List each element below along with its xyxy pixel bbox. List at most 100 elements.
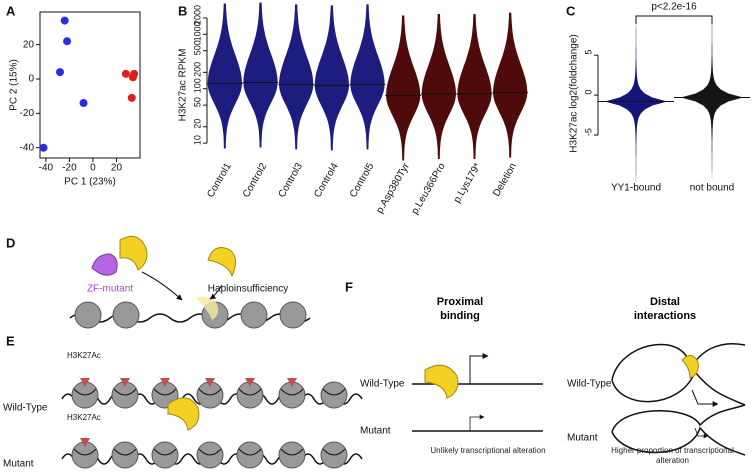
y-axis-label: H3K27ac RPKM — [178, 49, 189, 122]
panel-label: E — [6, 333, 15, 348]
diagram-label: H3K27Ac — [67, 413, 101, 422]
diagram-label: Haploinsufficiency — [208, 284, 288, 295]
tss-arrow — [694, 427, 709, 439]
point — [39, 143, 48, 152]
column-note: Higher proportion of transcriptional alt… — [611, 446, 734, 466]
x-tick-label: p.Asp380Tyr — [374, 161, 412, 216]
x-tick-label: 0 — [90, 163, 96, 174]
diagram-label: H3K27Ac — [67, 351, 101, 360]
dna-loop — [611, 404, 746, 456]
yy1-protein — [207, 247, 236, 278]
dna — [69, 313, 311, 323]
tss-arrow — [691, 389, 719, 407]
diagram-label: Wild-Type — [3, 403, 48, 414]
column-note: Unlikely transcriptional alteration — [430, 446, 546, 455]
y-tick-label: -20 — [20, 108, 35, 119]
x-tick-label: p.Lys179* — [452, 161, 484, 205]
x-tick-label: Control1 — [205, 161, 234, 200]
tss-arrow — [469, 353, 489, 384]
acetyl-mark — [160, 378, 170, 387]
x-tick-label: YY1-bound — [611, 183, 661, 194]
diagram-label: Wild-Type — [567, 379, 612, 390]
y-tick-label: -40 — [20, 142, 35, 153]
violin — [279, 4, 314, 150]
acetyl-mark — [80, 438, 90, 447]
acetyl-mark — [80, 378, 90, 387]
acetyl-mark — [287, 378, 297, 387]
dna-wrap — [73, 388, 97, 396]
y-axis-label: H3K27ac log2(foldchange) — [569, 34, 580, 152]
violin — [421, 14, 456, 159]
panel-label: A — [6, 3, 16, 18]
y-tick-label: 10 — [192, 135, 202, 145]
violin — [457, 14, 492, 159]
y-tick-label: 5 — [583, 50, 593, 55]
dna-wrap — [113, 388, 137, 396]
dna-wrap — [198, 448, 222, 456]
x-tick-label: p.Leu366Pro — [410, 161, 448, 216]
y-tick-label: 1000 — [192, 21, 202, 41]
dna-wrap — [322, 448, 346, 456]
panel-e: E H3K27Ac Wild-Type H3K27Ac Mutant — [3, 333, 363, 470]
dna-wrap — [280, 388, 304, 396]
x-axis-label: PC 1 (23%) — [64, 177, 116, 188]
x-tick-label: Control5 — [348, 161, 377, 200]
y-tick-label: -5 — [583, 128, 593, 136]
violin — [243, 2, 278, 148]
x-tick-label: -40 — [39, 163, 54, 174]
y-tick-label: 20 — [192, 119, 202, 129]
point — [60, 16, 69, 25]
point — [79, 99, 88, 108]
x-tick-label: Control2 — [241, 161, 270, 200]
arrow — [209, 284, 223, 300]
violin — [386, 15, 421, 161]
dna-wrap — [73, 448, 97, 456]
column-title: Proximal binding — [436, 296, 484, 322]
panel-label: F — [345, 279, 353, 294]
point — [56, 68, 64, 77]
y-tick-label: 20 — [23, 39, 35, 50]
dna-wrap — [198, 388, 222, 396]
point — [127, 93, 136, 102]
y-tick-label: 0 — [583, 90, 593, 95]
yy1-protein — [167, 397, 200, 431]
dna-wrap — [238, 448, 262, 456]
x-tick-label: Control4 — [312, 161, 341, 200]
panel-label: B — [178, 3, 187, 18]
violin — [314, 5, 349, 151]
column-title: Distal interactions — [633, 296, 697, 322]
diagram-label: Mutant — [567, 433, 598, 444]
nucleosomes — [74, 301, 307, 329]
y-tick-label: 500 — [192, 40, 202, 55]
x-tick-label: not bound — [690, 183, 735, 194]
acetyl-mark — [120, 378, 130, 387]
arrow — [141, 271, 183, 301]
dna-wrap — [322, 388, 346, 396]
dna-loop — [611, 343, 746, 406]
panel-label: D — [6, 235, 15, 250]
panel-f: F Wild-Type Mutant Wild-Type Mutant — [345, 279, 746, 456]
violin — [493, 12, 528, 158]
bracket — [635, 15, 713, 24]
diagram-label: ZF-mutant — [87, 284, 133, 295]
annotation: p<2.2e-16 — [651, 2, 697, 13]
dna-wrap — [153, 448, 177, 456]
nucleosome-rows — [61, 378, 363, 469]
diagram-label: Mutant — [3, 459, 34, 470]
charts: A -40 -20 0 20 -40 -20 0 20 PC 1 (23%) PC 2 (15%) B… — [6, 2, 750, 216]
y-tick-label: 0 — [28, 74, 34, 85]
diagram-label: Wild-Type — [360, 379, 405, 390]
plot-frame — [39, 11, 141, 159]
yy1-faded — [196, 296, 219, 320]
y-tick-label: 100 — [192, 78, 202, 93]
violin — [350, 4, 385, 150]
yy1-protein — [119, 235, 148, 271]
x-tick-label: Control3 — [277, 161, 306, 200]
point — [130, 69, 139, 78]
panel-label: C — [566, 3, 576, 18]
violin — [207, 3, 242, 149]
x-tick-label: Deletion — [491, 161, 519, 198]
point — [63, 37, 72, 46]
